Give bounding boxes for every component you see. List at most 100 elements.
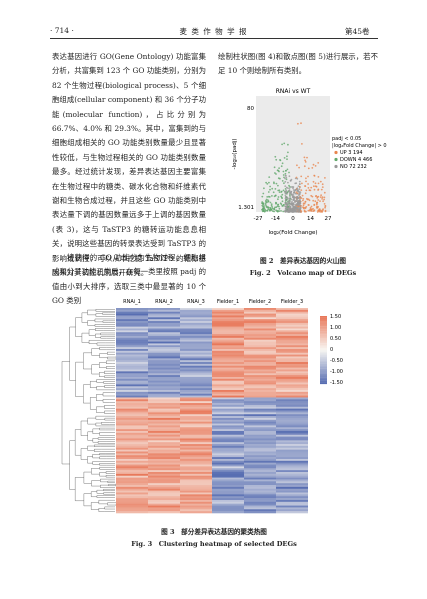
heatmap-cell xyxy=(148,511,180,514)
heatmap-cell xyxy=(212,444,244,447)
heatmap-cell xyxy=(180,421,212,424)
scale-swatch xyxy=(320,333,327,335)
heatmap-cell xyxy=(180,410,212,413)
point xyxy=(298,208,301,211)
heatmap-cell xyxy=(276,349,308,352)
heatmap-cell xyxy=(244,483,276,486)
heatmap-cell xyxy=(180,490,212,493)
point xyxy=(263,205,265,207)
point xyxy=(322,200,324,203)
point xyxy=(269,185,271,188)
point xyxy=(323,196,326,199)
point xyxy=(298,192,301,194)
point xyxy=(275,182,278,185)
heatmap-cell xyxy=(148,440,180,443)
point xyxy=(295,199,297,202)
heatmap-cell xyxy=(148,427,180,430)
point xyxy=(296,200,299,203)
heatmap-cell xyxy=(180,458,212,462)
heatmap-cell xyxy=(148,417,180,421)
heatmap-cell xyxy=(116,406,148,409)
point xyxy=(271,207,274,210)
heatmap-cell xyxy=(116,434,148,437)
point xyxy=(292,193,295,195)
heatmap-cell xyxy=(276,490,308,493)
heatmap-cell xyxy=(180,343,212,346)
heatmap-cell xyxy=(180,432,212,436)
point xyxy=(289,205,291,208)
point xyxy=(321,186,324,188)
point xyxy=(316,207,319,209)
point xyxy=(284,197,287,200)
heatmap-cell xyxy=(180,365,212,368)
point xyxy=(285,205,287,208)
heatmap-cell xyxy=(276,341,308,344)
point xyxy=(314,182,317,185)
heatmap-cell xyxy=(244,354,276,357)
heatmap-cell xyxy=(116,468,148,471)
heatmap-cell xyxy=(244,475,276,478)
heatmap-cell xyxy=(180,330,212,333)
heatmap-cell xyxy=(276,416,308,419)
point xyxy=(277,198,279,201)
heatmap-cell xyxy=(116,416,148,419)
heatmap-cell xyxy=(116,445,148,449)
point xyxy=(295,191,298,194)
point xyxy=(286,204,289,207)
point xyxy=(268,181,270,184)
heatmap-cell xyxy=(244,477,276,480)
heatmap-cell xyxy=(180,505,212,508)
heatmap-cell xyxy=(116,511,148,514)
point xyxy=(284,194,287,197)
point xyxy=(280,203,283,206)
scale-swatch xyxy=(320,351,327,354)
heatmap-cell xyxy=(116,371,148,374)
heatmap-cell xyxy=(212,429,244,432)
heatmap-cell xyxy=(212,453,244,456)
x-tick-label: 0 xyxy=(291,216,295,222)
point xyxy=(282,170,285,173)
heatmap-cell xyxy=(116,404,148,408)
heatmap-cell xyxy=(148,358,180,361)
heatmap-cell xyxy=(116,410,148,413)
heatmap-cell xyxy=(212,483,244,486)
point xyxy=(267,191,270,193)
heatmap-cell xyxy=(212,309,244,313)
heatmap-cell xyxy=(212,308,244,311)
point xyxy=(289,191,292,194)
heatmap-cell xyxy=(116,343,148,346)
heatmap-cell xyxy=(116,473,148,477)
scale-swatch xyxy=(320,346,327,349)
heatmap-cell xyxy=(212,511,244,514)
point xyxy=(304,192,307,195)
heatmap-cell xyxy=(244,462,276,465)
heatmap-cell xyxy=(244,498,276,501)
heatmap-cell xyxy=(116,375,148,378)
heatmap-cell xyxy=(180,473,212,477)
heatmap-cell xyxy=(244,326,276,329)
point xyxy=(278,189,281,192)
heatmap-cell xyxy=(244,412,276,415)
heatmap-cell xyxy=(148,447,180,450)
point xyxy=(275,206,278,209)
point xyxy=(319,200,321,202)
heatmap-cell xyxy=(148,350,180,354)
heatmap-cell xyxy=(148,349,180,352)
heatmap-cell xyxy=(180,503,212,506)
y-axis-label: -log₁₀(padj) xyxy=(232,139,238,170)
heatmap-cell xyxy=(276,464,308,467)
heatmap-cell xyxy=(244,505,276,508)
point xyxy=(318,208,321,210)
legend-label: UP 3 194 xyxy=(340,150,363,156)
scale-swatch xyxy=(320,339,327,342)
point xyxy=(323,198,325,201)
heatmap-cell xyxy=(116,432,148,436)
heatmap-cell xyxy=(180,332,212,335)
point xyxy=(296,210,299,213)
point xyxy=(306,156,308,159)
heatmap-cell xyxy=(276,406,308,409)
heatmap-cell xyxy=(180,434,212,437)
heatmap-cell xyxy=(116,384,148,387)
heatmap-cell xyxy=(276,494,308,497)
heatmap-cell xyxy=(116,479,148,482)
